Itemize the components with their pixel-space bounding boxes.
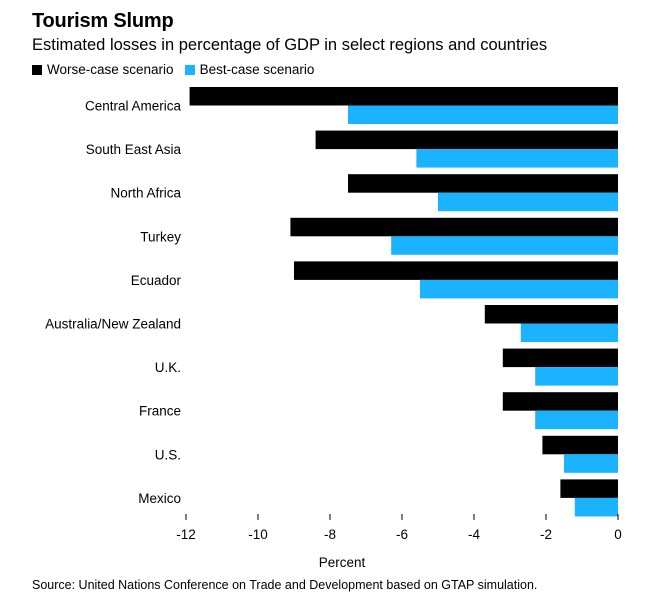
x-tick-label-4: -4 — [468, 527, 480, 542]
x-tick-label-2: -8 — [324, 527, 336, 542]
bar-u-s-worse-case — [542, 435, 618, 455]
bar-u-k-worse-case — [502, 348, 618, 368]
category-label-turkey: Turkey — [140, 229, 181, 244]
chart-title: Tourism Slump — [32, 10, 174, 32]
legend-swatch-best-case — [184, 64, 195, 75]
bar-north-africa-worse-case — [348, 174, 618, 193]
x-tick-label-5: -2 — [540, 527, 552, 542]
legend-label-worse-case: Worse-case scenario — [47, 62, 174, 77]
legend: Worse-case scenario Best-case scenario — [32, 62, 325, 77]
bar-turkey-best-case — [391, 236, 618, 255]
source-note: Source: United Nations Conference on Tra… — [32, 578, 538, 592]
x-tick-label-0: -12 — [176, 527, 196, 542]
category-label-south-east-asia: South East Asia — [86, 142, 182, 157]
bar-turkey-worse-case — [290, 217, 618, 237]
category-label-mexico: Mexico — [138, 491, 181, 506]
chart-subtitle: Estimated losses in percentage of GDP in… — [32, 36, 548, 54]
bar-north-africa-best-case — [438, 192, 618, 212]
bar-ecuador-best-case — [420, 279, 618, 299]
category-label-australia-new-zealand: Australia/New Zealand — [45, 317, 181, 332]
bar-australia-new-zealand-best-case — [520, 323, 618, 342]
bar-south-east-asia-worse-case — [315, 130, 618, 150]
legend-item-worse-case: Worse-case scenario — [32, 62, 174, 77]
bar-central-america-worse-case — [189, 87, 618, 106]
bar-australia-new-zealand-worse-case — [484, 305, 618, 324]
x-tick-label-3: -6 — [396, 527, 408, 542]
category-label-u-s: U.S. — [155, 447, 181, 462]
bar-france-best-case — [535, 410, 618, 430]
x-tick-label-6: 0 — [614, 527, 622, 542]
bar-mexico-best-case — [574, 497, 618, 517]
x-tick-label-1: -10 — [248, 527, 268, 542]
legend-item-best-case: Best-case scenario — [184, 62, 315, 77]
category-label-north-africa: North Africa — [110, 186, 181, 201]
category-label-ecuador: Ecuador — [131, 273, 182, 288]
bar-ecuador-worse-case — [294, 261, 618, 280]
bar-u-k-best-case — [535, 367, 618, 386]
bar-south-east-asia-best-case — [416, 149, 618, 168]
x-axis-label: Percent — [319, 555, 366, 570]
bar-mexico-worse-case — [560, 479, 618, 498]
category-label-central-america: Central America — [85, 99, 182, 114]
bar-u-s-best-case — [564, 454, 618, 473]
legend-label-best-case: Best-case scenario — [199, 62, 315, 77]
category-label-u-k: U.K. — [155, 360, 181, 375]
bar-central-america-best-case — [348, 105, 618, 124]
bar-france-worse-case — [502, 392, 618, 411]
legend-swatch-worse-case — [32, 64, 42, 75]
category-label-france: France — [139, 404, 181, 419]
